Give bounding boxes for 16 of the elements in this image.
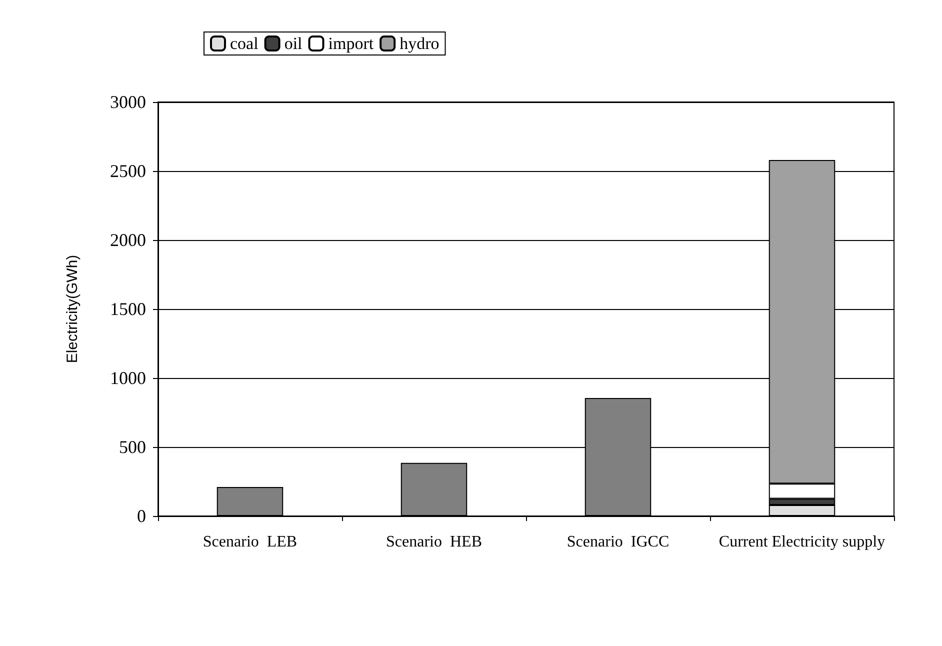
x-tick-label: Scenario IGCC xyxy=(566,534,670,550)
x-tick-label: Scenario LEB xyxy=(202,534,298,550)
y-tick-label: 3000 xyxy=(110,92,146,112)
y-tick-label: 2000 xyxy=(110,230,146,250)
legend-label: coal xyxy=(230,34,259,53)
y-axis-title: Electricity(GWh) xyxy=(64,254,81,364)
y-tick-label: 500 xyxy=(119,437,146,457)
x-tick-label: Current Electricity supply xyxy=(718,534,886,550)
y-tick-label: 2500 xyxy=(110,161,146,181)
x-tick-label: Scenario HEB xyxy=(386,534,482,550)
legend-label: hydro xyxy=(400,34,440,53)
y-tick-label: 1000 xyxy=(110,368,146,388)
y-tick-label: 0 xyxy=(137,506,146,526)
legend-label: import xyxy=(328,34,374,53)
legend-label: oil xyxy=(284,34,303,53)
y-tick-label: 1500 xyxy=(110,299,146,319)
